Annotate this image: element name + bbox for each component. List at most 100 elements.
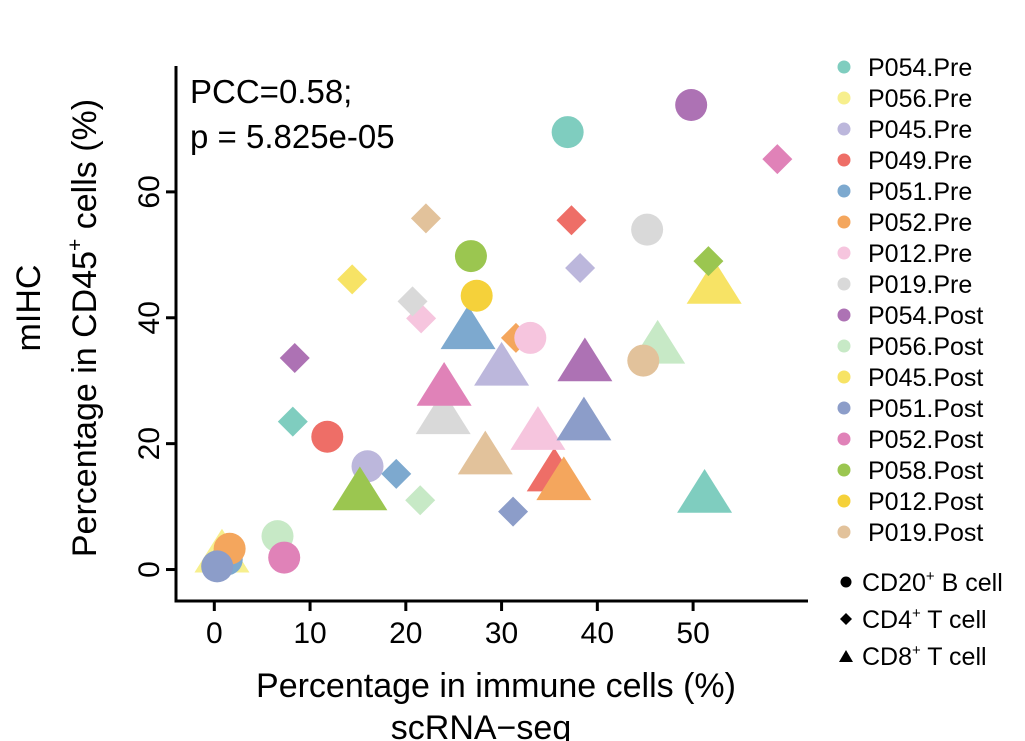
legend-swatch-p012-post (837, 494, 851, 508)
point-p045-pre-triangle (474, 341, 530, 386)
x-tick-label-20: 20 (389, 617, 422, 650)
point-p045-post-diamond (337, 264, 368, 295)
point-p012-pre-circle (514, 321, 547, 354)
legend-shape-label-prefix: CD8 (862, 643, 912, 671)
legend-swatch-p054-post (837, 308, 851, 322)
legend-swatch-p019-post (837, 525, 851, 539)
legend-shape-label-suffix: T cell (921, 606, 987, 634)
point-p058-post-circle (454, 240, 487, 273)
legend-label-p054-post: P054.Post (868, 302, 983, 330)
legend-swatch-p049-pre (837, 153, 851, 167)
legend-shape-label-superscript: + (912, 605, 921, 622)
x-axis-subtitle: scRNA−seq (391, 709, 571, 741)
y-axis-title-superscript: + (64, 239, 87, 251)
point-p054-pre-circle (551, 116, 584, 149)
y-axis-title-prefix: Percentage in CD45 (66, 251, 104, 557)
legend-shape-diamond-icon (840, 613, 852, 625)
legend-swatch-p019-pre (837, 277, 851, 291)
legend-shape-label-suffix: B cell (935, 569, 1003, 597)
legend-label-p054-pre: P054.Pre (868, 54, 972, 82)
legend-label-p052-pre: P052.Pre (868, 209, 972, 237)
legend-label-p058-post: P058.Post (868, 457, 983, 485)
point-p056-post-diamond (405, 485, 436, 516)
legend-swatch-p045-pre (837, 122, 851, 136)
legend-swatch-p054-pre (837, 60, 851, 74)
legend-swatch-p056-post (837, 339, 851, 353)
legend-shape-triangle-icon (839, 650, 853, 662)
legend-label-p056-pre: P056.Pre (868, 85, 972, 113)
legend-label-p052-post: P052.Post (868, 426, 983, 454)
legend-swatch-p045-post (837, 370, 851, 384)
point-p049-pre-diamond (556, 205, 587, 236)
point-p058-post-triangle (332, 466, 388, 511)
legend-swatch-p052-pre (837, 215, 851, 229)
legend-label-p045-pre: P045.Pre (868, 116, 972, 144)
y-tick-label-0: 0 (133, 561, 166, 578)
legend-swatch-p058-post (837, 463, 851, 477)
legend-swatch-p051-post (837, 401, 851, 415)
y-axis-title-suffix: cells (%) (66, 99, 104, 239)
point-p051-post-triangle (556, 396, 612, 441)
legend-shape-circle-icon (840, 576, 852, 588)
y-ticks: 0 20 40 60 (133, 175, 176, 578)
points-layer (194, 89, 793, 583)
legend-label-p045-post: P045.Post (868, 364, 983, 392)
x-tick-label-50: 50 (676, 617, 709, 650)
point-p045-pre-diamond (565, 253, 596, 284)
legend-label-p019-pre: P019.Pre (868, 271, 972, 299)
legend-label-p056-post: P056.Post (868, 333, 983, 361)
point-p054-pre-diamond (277, 406, 308, 437)
point-p058-post-diamond (693, 246, 724, 277)
legend-groups: P054.Pre P056.Pre P045.Pre P049.Pre P051.Pre… (837, 54, 983, 547)
point-p054-post-diamond (279, 343, 310, 374)
point-p051-pre-triangle (440, 305, 496, 350)
legend-shape-label-superscript: + (926, 568, 935, 585)
point-p051-post-diamond (498, 496, 529, 527)
legend-shape-label-diamond: CD4+ T cell (862, 605, 987, 634)
point-p012-pre-triangle (510, 406, 566, 450)
legend-swatch-p052-post (837, 432, 851, 446)
y-axis-title: Percentage in CD45+ cells (%) (64, 99, 104, 557)
point-p054-post-circle (675, 89, 708, 122)
point-p012-post-circle (460, 279, 493, 312)
legend-label-p049-pre: P049.Pre (868, 147, 972, 175)
point-p051-pre-diamond (381, 458, 412, 489)
point-p052-post-triangle (416, 362, 472, 406)
legend-label-p051-post: P051.Post (868, 395, 983, 423)
legend-label-p051-pre: P051.Pre (868, 178, 972, 206)
x-tick-label-10: 10 (293, 617, 326, 650)
point-p019-pre-triangle (415, 390, 471, 435)
legend-shape-label-superscript: + (912, 642, 921, 659)
y-tick-label-60: 60 (133, 175, 166, 208)
point-p045-post-triangle (686, 260, 742, 304)
pcc-annotation: PCC=0.58; (190, 73, 352, 110)
point-p019-post-circle (627, 344, 660, 377)
legend-shape-label-triangle: CD8+ T cell (862, 642, 987, 671)
legend-swatch-p056-pre (837, 91, 851, 105)
point-p051-post-circle (201, 550, 234, 583)
legend-shape-label-prefix: CD4 (862, 606, 912, 634)
legend-label-p012-post: P012.Post (868, 488, 983, 516)
point-p019-post-diamond (410, 203, 441, 234)
point-p049-pre-circle (311, 420, 344, 453)
point-p054-pre-triangle (677, 469, 733, 513)
x-axis-title: Percentage in immune cells (%) (256, 667, 736, 705)
point-p054-post-triangle (557, 337, 613, 382)
x-tick-label-30: 30 (485, 617, 518, 650)
x-ticks: 0 10 20 30 40 50 (206, 601, 710, 650)
point-p052-post-circle (268, 541, 301, 574)
p-value-annotation: p = 5.825e-05 (190, 118, 395, 155)
legend-label-p012-pre: P012.Pre (868, 240, 972, 268)
point-p019-pre-diamond (397, 286, 428, 317)
y-tick-label-20: 20 (133, 427, 166, 460)
point-p052-post-diamond (762, 144, 793, 175)
legend-label-p019-post: P019.Post (868, 519, 983, 547)
x-tick-label-0: 0 (206, 617, 223, 650)
legend-shape-label-prefix: CD20 (862, 569, 926, 597)
y-axis-subtitle: mIHC (10, 265, 48, 352)
x-tick-label-40: 40 (581, 617, 614, 650)
y-tick-label-40: 40 (133, 301, 166, 334)
legend-shape-label-suffix: T cell (921, 643, 987, 671)
